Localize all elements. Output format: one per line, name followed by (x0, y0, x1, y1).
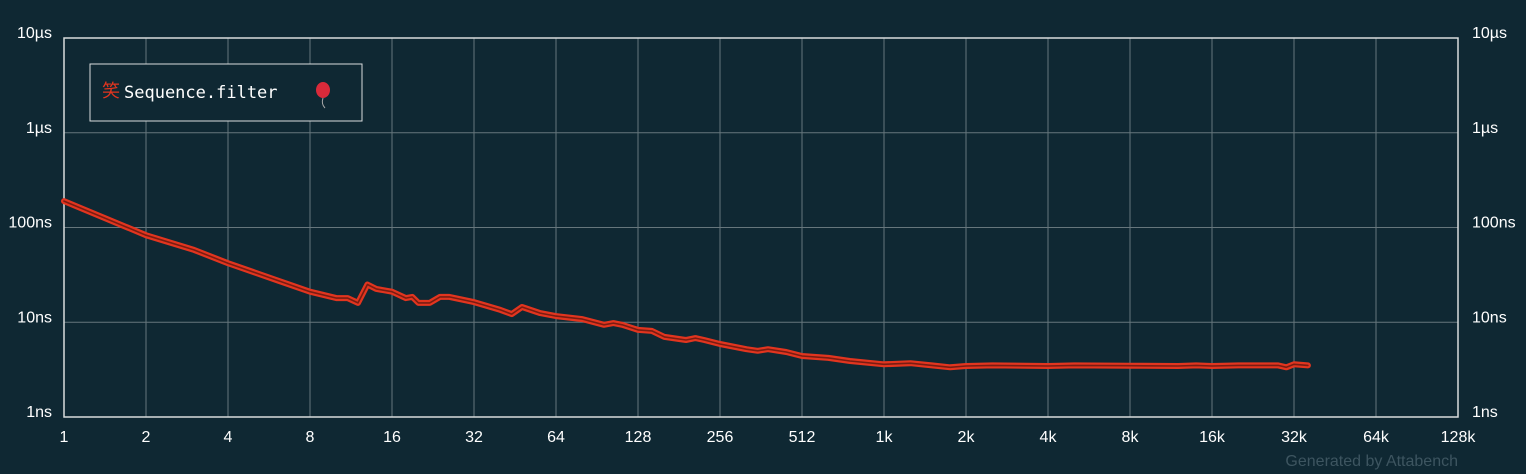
legend-icon: 笑 (102, 81, 120, 101)
x-tick-label: 64k (1363, 429, 1390, 446)
x-tick-label: 32k (1281, 429, 1308, 446)
y2-tick-label: 1ns (1472, 404, 1498, 421)
y2-tick-label: 100ns (1472, 215, 1516, 232)
x-tick-label: 512 (789, 429, 816, 446)
x-tick-label: 8k (1122, 429, 1140, 446)
y-tick-label: 1ns (26, 404, 52, 421)
legend-label: Sequence.filter (124, 83, 278, 103)
lines (61, 198, 1311, 371)
x-tick-label: 32 (465, 429, 483, 446)
y2-tick-label: 10ns (1472, 309, 1507, 326)
plot-frame (63, 37, 1459, 418)
y-tick-label: 10ns (17, 309, 52, 326)
y-tick-label: 100ns (8, 215, 52, 232)
x-tick-label: 64 (547, 429, 565, 446)
x-tick-label: 4 (224, 429, 233, 446)
y2-tick-label: 10µs (1472, 25, 1507, 42)
x-tick-label: 128k (1441, 429, 1477, 446)
x-tick-label: 4k (1040, 429, 1058, 446)
x-tick-label: 1 (60, 429, 69, 446)
y2-tick-label: 1µs (1472, 120, 1498, 137)
x-tick-label: 1k (876, 429, 894, 446)
footer: Generated by Attabench (1285, 453, 1458, 470)
x-tick-label: 256 (707, 429, 734, 446)
balloon-icon (316, 82, 330, 109)
x-tick-label: 128 (625, 429, 652, 446)
series-line-core (63, 200, 1309, 369)
x-tick-label: 2k (958, 429, 976, 446)
y-tick-label: 1µs (26, 120, 52, 137)
x-tick-label: 2 (142, 429, 151, 446)
x-tick-label: 16 (383, 429, 401, 446)
x-tick-label: 16k (1199, 429, 1226, 446)
x-tick-label: 8 (306, 429, 315, 446)
y-tick-label: 10µs (17, 25, 52, 42)
legend-box (89, 63, 363, 122)
